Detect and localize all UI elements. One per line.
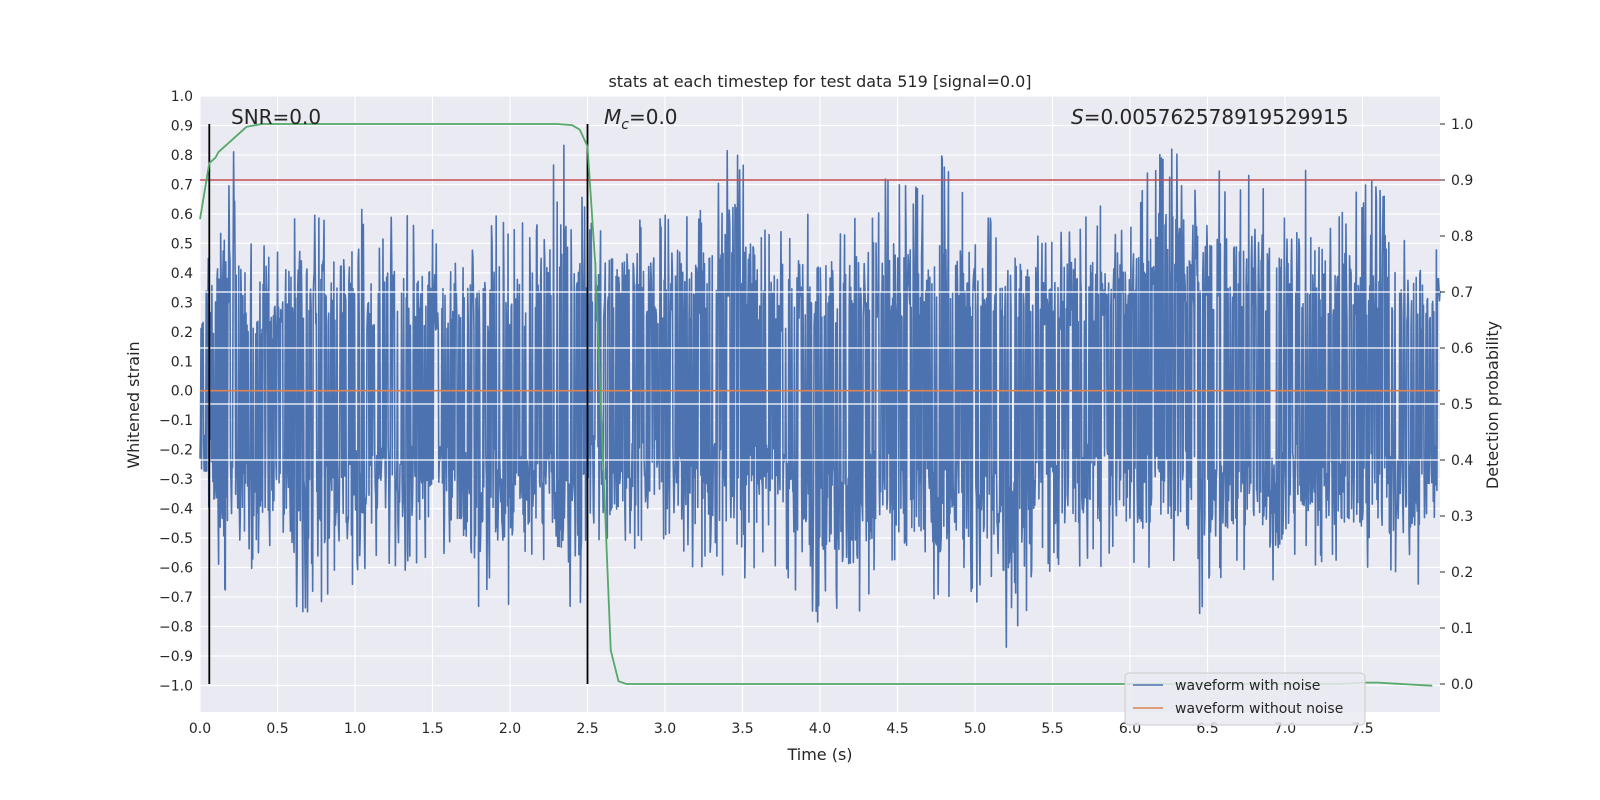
y-tick-label-left: 0.2 [171, 325, 193, 341]
y-tick-label-left: 0.7 [171, 177, 193, 193]
noise-trace [199, 144, 1441, 648]
x-tick-label: 1.0 [344, 721, 366, 737]
y-tick-label-right: 0.2 [1451, 565, 1473, 581]
x-tick-label: 4.0 [809, 721, 831, 737]
y-tick-label-left: −0.2 [159, 443, 193, 459]
y-tick-label-left: 1.0 [171, 89, 193, 105]
chirp-mass-symbol: M [604, 105, 621, 129]
y-tick-label-right: 0.3 [1451, 509, 1473, 525]
x-tick-label: 2.5 [576, 721, 598, 737]
y-tick-label-left: −0.4 [159, 502, 193, 518]
y-tick-label-right: 0.8 [1451, 229, 1473, 245]
y-tick-label-right: 1.0 [1451, 117, 1473, 133]
y-tick-label-left: −0.3 [159, 472, 193, 488]
x-tick-label: 5.5 [1041, 721, 1063, 737]
overlay-lines [200, 124, 1440, 684]
y-tick-label-right: 0.7 [1451, 285, 1473, 301]
chart-title: stats at each timestep for test data 519… [608, 72, 1031, 91]
y-tick-label-left: 0.4 [171, 266, 193, 282]
chirp-mass-value: =0.0 [629, 105, 678, 129]
legend-label-waveform-without-noise: waveform without noise [1175, 701, 1343, 717]
y-tick-label-left: 0.8 [171, 148, 193, 164]
x-tick-label: 2.0 [499, 721, 521, 737]
snr-annotation: SNR=0.0 [231, 105, 321, 129]
y-tick-label-left: −0.7 [159, 590, 193, 606]
y-tick-label-left: 0.0 [171, 384, 193, 400]
y-tick-label-left: −0.5 [159, 531, 193, 547]
y-tick-label-right: 0.1 [1451, 621, 1473, 637]
y-tick-label-right: 0.6 [1451, 341, 1473, 357]
y-tick-label-left: 0.1 [171, 354, 193, 370]
statistic-value: =0.005762578919529915 [1084, 105, 1349, 129]
y-tick-label-right: 0.4 [1451, 453, 1473, 469]
y-tick-label-left: 0.6 [171, 207, 193, 223]
x-tick-label: 0.0 [189, 721, 211, 737]
y-tick-label-left: 0.3 [171, 295, 193, 311]
x-tick-label: 3.5 [731, 721, 753, 737]
y-tick-label-left: −0.9 [159, 649, 193, 665]
series-waveform-with-noise [199, 144, 1441, 648]
x-axis-label: Time (s) [786, 745, 852, 764]
x-tick-label: 4.5 [886, 721, 908, 737]
y-tick-label-left: −0.1 [159, 413, 193, 429]
y-tick-label-left: −0.8 [159, 620, 193, 636]
statistic-annotation: S=0.005762578919529915 [1071, 105, 1349, 129]
y-tick-label-left: 0.5 [171, 236, 193, 252]
y-tick-label-left: −0.6 [159, 561, 193, 577]
y-tick-label-left: −1.0 [159, 678, 193, 694]
y-tick-label-right: 0.5 [1451, 397, 1473, 413]
y-tick-label-left: 0.9 [171, 118, 193, 134]
y-tick-label-right: 0.9 [1451, 173, 1473, 189]
legend-box [1124, 672, 1366, 726]
legend-label-waveform-with-noise: waveform with noise [1175, 678, 1320, 694]
chirp-mass-subscript: c [621, 117, 629, 133]
y-axis-label-left: Whitened strain [124, 341, 143, 468]
legend: waveform with noise waveform without noi… [1124, 672, 1366, 726]
statistic-symbol: S [1071, 105, 1084, 129]
tick-labels: 0.0 0.5 1.0 1.5 2.0 2.5 3.0 3.5 4.0 4.5 5.0 5.5 6.0 6… [159, 89, 1473, 737]
x-tick-label: 0.5 [266, 721, 288, 737]
x-tick-label: 5.0 [964, 721, 986, 737]
x-tick-label: 1.5 [421, 721, 443, 737]
chirp-mass-annotation: Mc=0.0 [604, 105, 678, 133]
y-tick-label-right: 0.0 [1451, 677, 1473, 693]
x-tick-label: 3.0 [654, 721, 676, 737]
y-axis-label-right: Detection probability [1483, 321, 1502, 489]
